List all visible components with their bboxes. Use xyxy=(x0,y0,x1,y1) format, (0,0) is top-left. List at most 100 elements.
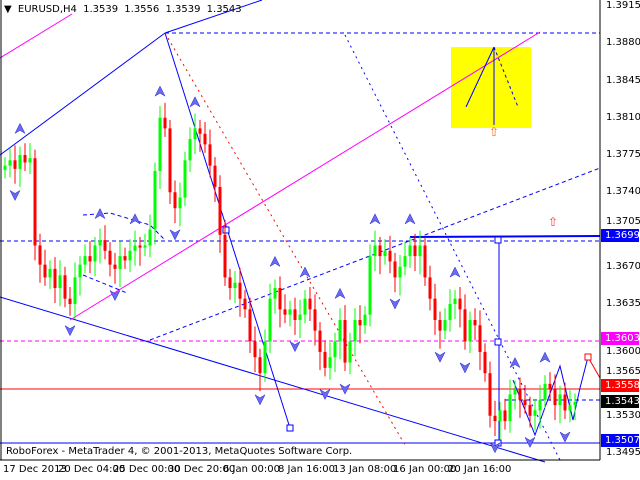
candle xyxy=(288,300,292,327)
candle xyxy=(158,106,162,190)
time-tick: 16 Jan 00:00 xyxy=(393,464,457,475)
price-label-1-3699: 1.3699 xyxy=(601,229,640,242)
candle xyxy=(48,260,52,290)
candle xyxy=(353,308,357,357)
anchor-marker xyxy=(584,353,592,361)
candle-body xyxy=(178,197,182,209)
candle xyxy=(503,398,507,430)
candle-body xyxy=(128,250,132,261)
close-value: 1.3543 xyxy=(206,4,242,15)
candle-body xyxy=(28,158,32,163)
candle xyxy=(518,377,522,418)
price-tick: 1.3705 xyxy=(606,216,640,227)
analysis-drawings: ⇧ ⇧ xyxy=(0,0,601,463)
fractal-down-icon xyxy=(9,189,21,202)
price-tick: 1.3810 xyxy=(606,112,640,123)
candle-body xyxy=(348,341,352,363)
candle xyxy=(118,241,122,287)
candle-body xyxy=(223,234,227,278)
fractal-down-icon xyxy=(339,383,351,395)
target-box xyxy=(451,47,531,128)
dropdown-triangle-icon[interactable]: ▼ xyxy=(4,4,12,15)
candle xyxy=(43,249,47,286)
candle xyxy=(248,297,252,353)
candle-body xyxy=(363,314,367,326)
price-tick: 1.3670 xyxy=(606,261,640,272)
candle-body xyxy=(328,357,332,368)
candle-body xyxy=(233,282,237,289)
candle xyxy=(523,384,527,414)
magenta-trendline-2 xyxy=(0,13,73,59)
candle xyxy=(218,175,222,253)
candle xyxy=(388,235,392,274)
candle-body xyxy=(268,298,272,342)
candle-body xyxy=(253,341,257,358)
candle xyxy=(268,283,272,353)
candle xyxy=(438,311,442,349)
candle-body xyxy=(228,277,232,289)
candle xyxy=(133,230,137,266)
candle xyxy=(348,332,352,375)
candle-body xyxy=(548,383,552,390)
candle xyxy=(498,401,502,440)
candle-body xyxy=(428,277,432,299)
fractal-up-icon xyxy=(539,351,551,363)
candle-body xyxy=(78,264,82,278)
candle-body xyxy=(468,319,472,342)
candle-body xyxy=(513,389,517,395)
candle-body xyxy=(288,309,292,315)
candle-body xyxy=(498,410,502,422)
candle-body xyxy=(273,288,277,299)
fractal-up-icon xyxy=(14,122,26,135)
candle-body xyxy=(408,245,412,257)
fractal-down-icon xyxy=(109,289,121,302)
candle-body xyxy=(343,319,347,363)
candle-body xyxy=(333,341,337,358)
candle xyxy=(488,361,492,428)
fractal-down-icon xyxy=(169,229,181,241)
low-value: 1.3539 xyxy=(165,4,201,15)
chart-header: ▼ EURUSD,H4 1.3539 1.3556 1.3539 1.3543 xyxy=(4,4,245,15)
anchor-marker xyxy=(286,424,294,432)
candle-body xyxy=(528,405,532,416)
candle xyxy=(418,230,422,275)
candle-body xyxy=(263,341,267,374)
candle-body xyxy=(153,170,157,230)
price-tick: 1.3600 xyxy=(606,346,640,357)
candle-body xyxy=(488,373,492,416)
red-dotted-line xyxy=(164,32,406,446)
candle xyxy=(83,244,87,274)
candle-body xyxy=(53,268,57,289)
candle-body xyxy=(238,282,242,299)
fractal-up-icon xyxy=(334,287,346,300)
time-tick: 8 Jan 16:00 xyxy=(278,464,335,475)
candle xyxy=(463,294,467,350)
candle-body xyxy=(138,245,142,248)
candle xyxy=(108,242,112,277)
candle xyxy=(3,157,7,179)
candle-body xyxy=(293,309,297,320)
anchor-marker xyxy=(494,338,502,346)
candle xyxy=(363,306,367,334)
candle-body xyxy=(258,357,262,374)
candle xyxy=(123,247,127,269)
candle xyxy=(433,283,437,335)
fractal-up-icon xyxy=(509,356,521,369)
candle-body xyxy=(413,245,417,257)
candle-body xyxy=(98,240,102,246)
candle-body xyxy=(373,245,377,257)
candle xyxy=(373,230,377,272)
fractal-markers xyxy=(9,85,571,454)
candle xyxy=(223,219,227,286)
candle xyxy=(328,342,332,380)
candle-body xyxy=(108,250,112,265)
candle xyxy=(298,299,302,339)
candle xyxy=(468,311,472,353)
candle-body xyxy=(38,245,42,265)
candle-body xyxy=(218,186,222,235)
candle-body xyxy=(143,245,147,248)
candle-body xyxy=(433,298,437,320)
candle xyxy=(73,262,77,319)
